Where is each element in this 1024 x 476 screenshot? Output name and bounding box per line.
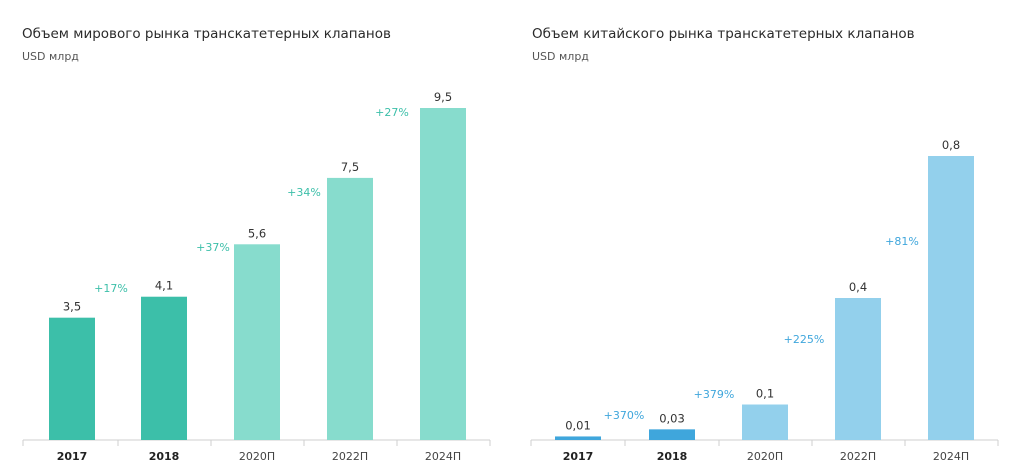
growth-label: +34% — [287, 186, 321, 199]
data-label: 0,4 — [849, 280, 867, 294]
growth-label: +37% — [196, 241, 230, 254]
data-label: 0,01 — [565, 418, 591, 432]
x-tick-label: 2017 — [563, 450, 594, 463]
data-label: 4,1 — [155, 279, 173, 293]
bar-2017 — [555, 436, 601, 440]
china-market-chart: Объем китайского рынка транскатетерных к… — [512, 0, 1024, 476]
x-tick-label: 2024П — [933, 450, 969, 463]
data-label: 5,6 — [248, 226, 266, 240]
growth-label: +17% — [94, 282, 128, 295]
bar-2022П — [327, 177, 373, 441]
growth-label: +81% — [885, 235, 919, 248]
x-tick-label: 2018 — [149, 450, 180, 463]
chart-title: Объем китайского рынка транскатетерных к… — [532, 26, 915, 42]
growth-label: +27% — [375, 106, 409, 119]
x-tick-label: 2020П — [239, 450, 275, 463]
x-tick-label: 2024П — [425, 450, 461, 463]
bar-2020П — [234, 244, 280, 440]
x-tick-label: 2022П — [840, 450, 876, 463]
data-label: 9,5 — [434, 90, 452, 104]
bar-2018 — [649, 429, 695, 440]
bar-2020П — [742, 404, 788, 440]
data-label: 0,03 — [659, 411, 685, 425]
world-market-bars: 3,5 2017 4,1 2018 5,6 2020П 7,5 2022П 9,5 2024П +1… — [22, 90, 491, 463]
data-label: 0,8 — [942, 138, 960, 152]
bar-2024П — [420, 108, 466, 440]
china-market-bars: 0,01 2017 0,03 2018 0,1 2020П 0,4 2022П 0,8 2024П… — [530, 138, 999, 463]
bar-2017 — [49, 317, 95, 440]
x-tick-label: 2020П — [747, 450, 783, 463]
data-label: 3,5 — [63, 300, 81, 314]
x-tick-label: 2017 — [57, 450, 88, 463]
bar-2022П — [835, 298, 881, 440]
data-label: 0,1 — [756, 387, 774, 401]
chart-unit-label: USD млрд — [532, 50, 589, 63]
growth-label: +225% — [784, 333, 825, 346]
chart-unit-label: USD млрд — [22, 50, 79, 63]
bar-2024П — [928, 156, 974, 440]
data-label: 7,5 — [341, 160, 359, 174]
bar-2018 — [141, 296, 187, 440]
growth-label: +370% — [604, 409, 645, 422]
world-market-chart: Объем мирового рынка транскатетерных кла… — [22, 26, 491, 463]
chart-title: Объем мирового рынка транскатетерных кла… — [22, 26, 391, 42]
x-tick-label: 2018 — [657, 450, 688, 463]
x-tick-label: 2022П — [332, 450, 368, 463]
growth-label: +379% — [694, 388, 735, 401]
